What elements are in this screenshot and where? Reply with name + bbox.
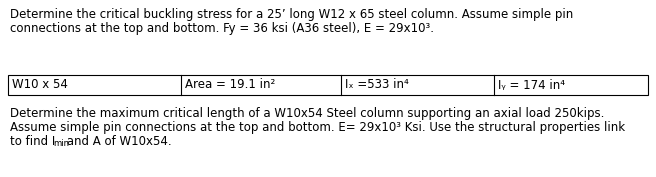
Text: Determine the critical buckling stress for a 25’ long W12 x 65 steel column. Ass: Determine the critical buckling stress f…: [10, 8, 573, 21]
Text: W10 x 54: W10 x 54: [12, 79, 68, 92]
Text: to find I: to find I: [10, 135, 55, 148]
Text: Iₓ =533 in⁴: Iₓ =533 in⁴: [345, 79, 409, 92]
Text: and A of W10x54.: and A of W10x54.: [64, 135, 172, 148]
Bar: [8, 75, 648, 95]
Text: Assume simple pin connections at the top and bottom. E= 29x10³ Ksi. Use the stru: Assume simple pin connections at the top…: [10, 121, 625, 134]
Text: Area = 19.1 in²: Area = 19.1 in²: [185, 79, 275, 92]
Text: Iᵧ = 174 in⁴: Iᵧ = 174 in⁴: [499, 79, 565, 92]
Text: connections at the top and bottom. Fy = 36 ksi (A36 steel), E = 29x10³.: connections at the top and bottom. Fy = …: [10, 22, 434, 35]
Text: min: min: [53, 139, 69, 148]
Text: Determine the maximum critical length of a W10x54 Steel column supporting an axi: Determine the maximum critical length of…: [10, 107, 604, 120]
